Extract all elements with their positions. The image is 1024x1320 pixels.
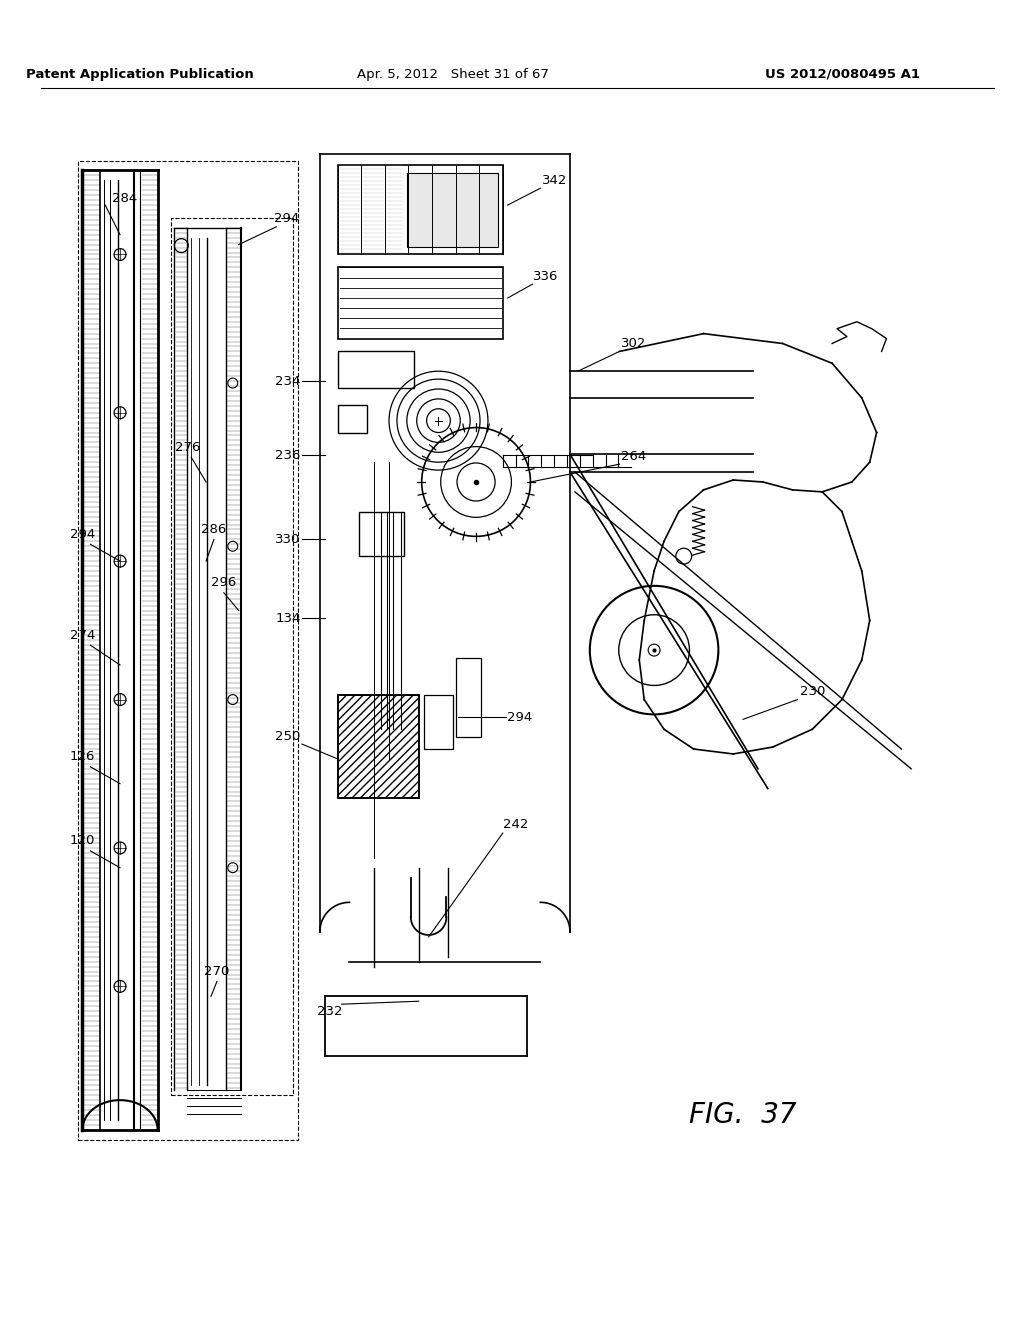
Bar [338,165,503,255]
Bar [407,173,498,247]
Text: 336: 336 [532,269,558,282]
Text: US 2012/0080495 A1: US 2012/0080495 A1 [765,69,920,81]
Bar [338,351,414,388]
Bar [171,218,293,1096]
Text: Patent Application Publication: Patent Application Publication [26,69,254,81]
Text: 342: 342 [542,174,567,187]
Text: 286: 286 [202,523,226,536]
Text: 134: 134 [275,612,301,624]
Text: 232: 232 [317,1005,342,1018]
Text: 250: 250 [275,730,301,743]
Text: 126: 126 [70,751,95,763]
Bar [424,694,454,748]
Text: 294: 294 [507,711,532,723]
Text: 294: 294 [70,528,95,541]
Bar [359,512,403,556]
Text: 230: 230 [800,685,825,698]
Bar [457,659,481,737]
Text: 330: 330 [275,533,301,546]
Text: 302: 302 [621,337,646,350]
Bar [338,405,368,433]
Bar [338,694,419,799]
Text: 264: 264 [621,450,646,463]
Bar [338,694,419,799]
Bar [79,161,298,1139]
Text: 270: 270 [204,965,229,978]
Text: 236: 236 [275,449,301,462]
Bar [338,268,503,338]
Text: 294: 294 [273,213,299,226]
Text: 296: 296 [211,577,237,589]
Text: 120: 120 [70,834,95,847]
Text: 276: 276 [174,441,200,454]
Text: 274: 274 [70,628,95,642]
Text: 242: 242 [503,817,528,830]
Text: FIG.  37: FIG. 37 [689,1101,797,1129]
Text: 284: 284 [113,191,137,205]
Text: Apr. 5, 2012   Sheet 31 of 67: Apr. 5, 2012 Sheet 31 of 67 [357,69,549,81]
Text: 234: 234 [275,375,301,388]
